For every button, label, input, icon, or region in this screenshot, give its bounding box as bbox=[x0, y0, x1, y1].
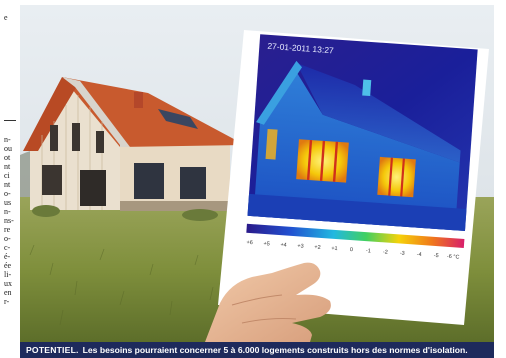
knuckle-crease bbox=[231, 294, 283, 306]
terrace bbox=[120, 201, 240, 211]
roof-edge bbox=[23, 77, 80, 151]
door bbox=[80, 170, 106, 206]
scale-tick-label: -1 bbox=[366, 248, 371, 254]
knuckle-crease bbox=[241, 318, 297, 324]
bush bbox=[32, 205, 60, 217]
window bbox=[96, 131, 104, 153]
text-fragment: o- bbox=[4, 234, 11, 243]
text-fragment: en bbox=[4, 288, 12, 297]
scale-tick-label: -6 °C bbox=[447, 254, 460, 261]
text-fragment: n- bbox=[4, 207, 11, 216]
text-fragment: e bbox=[4, 13, 8, 22]
text-fragment: c- bbox=[4, 243, 11, 252]
text-fragment: r- bbox=[4, 297, 10, 306]
text-fragment: ux bbox=[4, 279, 12, 288]
scale-tick-label: 0 bbox=[350, 247, 353, 253]
window bbox=[72, 123, 80, 151]
solar-panel bbox=[158, 109, 198, 129]
scale-tick-label: +6 bbox=[246, 240, 253, 246]
scale-tick-label: -4 bbox=[417, 252, 422, 258]
thermal-roof-edge bbox=[256, 60, 302, 125]
bush bbox=[182, 209, 218, 221]
house bbox=[23, 77, 245, 211]
text-fragment: re bbox=[4, 225, 11, 234]
thermal-chimney bbox=[362, 79, 372, 97]
text-fragment: nt bbox=[4, 180, 11, 189]
temperature-scale-bar bbox=[246, 223, 465, 248]
window bbox=[42, 165, 62, 195]
scale-tick-label: -3 bbox=[400, 251, 405, 257]
adjacent-article-column: e n- ou ot nt ci nt o- us n- ns- re o- c… bbox=[0, 0, 18, 342]
roof bbox=[62, 77, 245, 147]
photo-illustration: 27-01-2011 13:27 +6 +5 +4 +3 +2 +1 0 -1 -2 -3 -4 -5… bbox=[20, 5, 494, 342]
text-fragment: us bbox=[4, 198, 12, 207]
caption-kicker: POTENTIEL. bbox=[26, 345, 79, 355]
temperature-scale-labels: +6 +5 +4 +3 +2 +1 0 -1 -2 -3 -4 -5 -6 °C bbox=[246, 240, 459, 261]
grass-texture bbox=[29, 244, 214, 326]
text-fragment: o- bbox=[4, 189, 11, 198]
scale-tick-label: +3 bbox=[297, 243, 304, 249]
thermal-photo-card: 27-01-2011 13:27 +6 +5 +4 +3 +2 +1 0 -1 -2 -3 -4 -5… bbox=[218, 30, 489, 325]
hot-window bbox=[377, 156, 416, 198]
column-rule bbox=[4, 120, 16, 121]
caption-text: Les besoins pourraient concerner 5 à 6.0… bbox=[82, 345, 468, 355]
hot-window-frames bbox=[306, 139, 339, 182]
window bbox=[50, 125, 58, 151]
text-fragment: ns- bbox=[4, 216, 14, 225]
scale-tick-label: +1 bbox=[331, 246, 338, 252]
hand-fingers bbox=[205, 262, 331, 342]
text-fragment: é- bbox=[4, 252, 11, 261]
chimney bbox=[134, 92, 143, 108]
scale-tick-label: -2 bbox=[383, 249, 388, 255]
hand bbox=[205, 262, 331, 342]
scale-tick-label: +2 bbox=[314, 245, 321, 251]
bay-window bbox=[134, 163, 164, 199]
thermal-roof bbox=[296, 62, 461, 163]
text-fragment: ou bbox=[4, 144, 12, 153]
warm-wall-patch bbox=[265, 128, 278, 160]
text-fragment: ot bbox=[4, 153, 11, 162]
text-fragment: nt bbox=[4, 162, 11, 171]
thermal-ground bbox=[247, 193, 467, 231]
hot-window-frames bbox=[388, 157, 405, 197]
roof-trim bbox=[62, 77, 130, 147]
text-fragment: ci bbox=[4, 171, 10, 180]
scale-tick-label: -5 bbox=[434, 253, 439, 259]
scale-tick-label: +5 bbox=[263, 241, 270, 247]
thermal-timestamp: 27-01-2011 13:27 bbox=[267, 41, 334, 56]
text-fragment: ée bbox=[4, 261, 12, 270]
photo: 27-01-2011 13:27 +6 +5 +4 +3 +2 +1 0 -1 -2 -3 -4 -5… bbox=[20, 5, 494, 342]
text-fragment: li- bbox=[4, 270, 12, 279]
text-fragment: n- bbox=[4, 135, 11, 144]
bay-window bbox=[180, 167, 206, 199]
scale-tick-label: +4 bbox=[280, 242, 287, 248]
photo-caption: POTENTIEL. Les besoins pourraient concern… bbox=[20, 342, 494, 358]
